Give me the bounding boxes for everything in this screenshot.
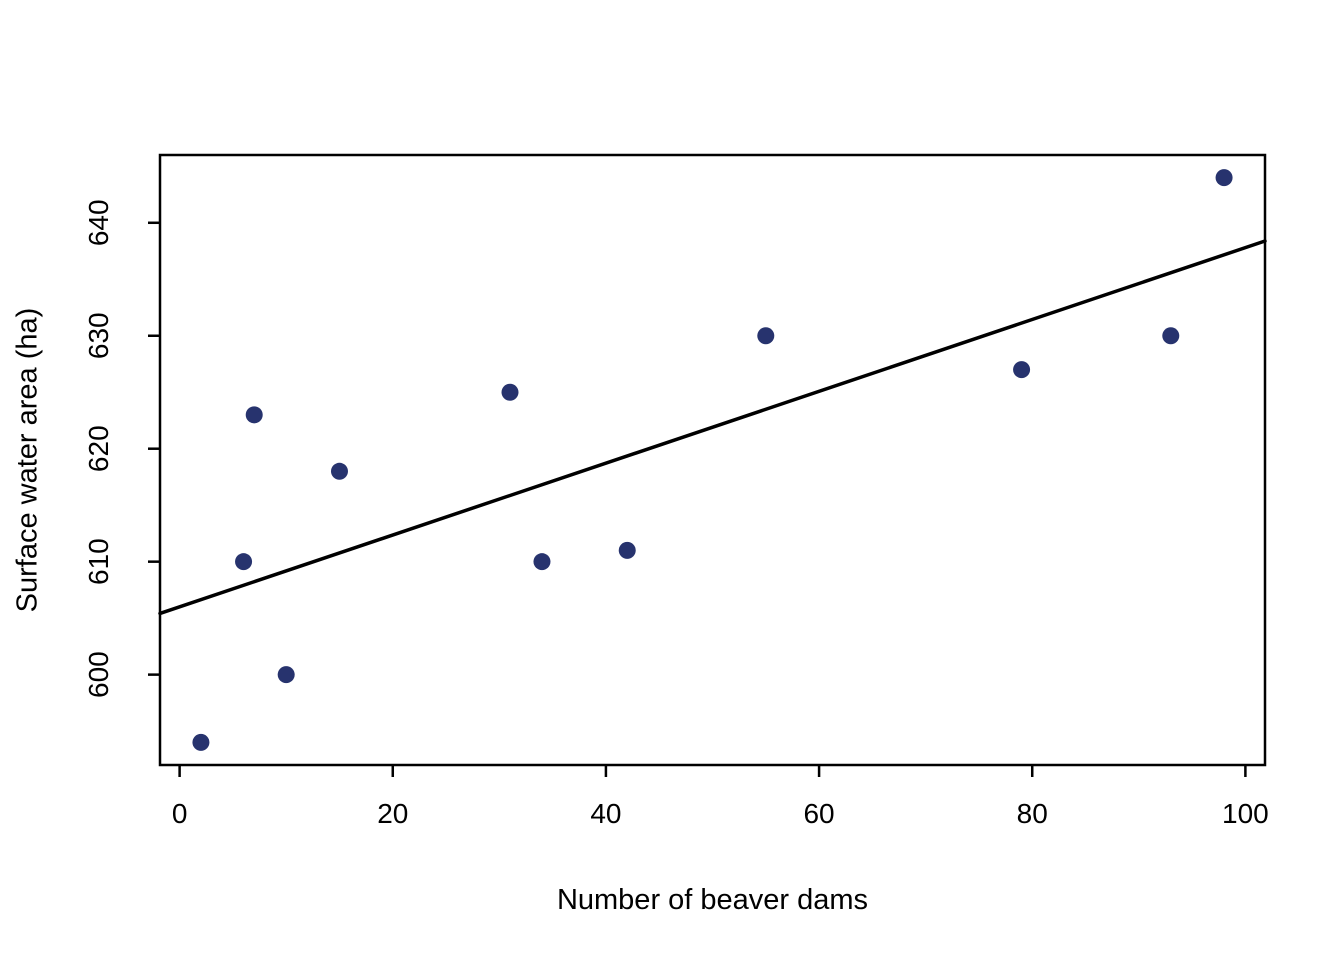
y-tick-label: 610 (83, 538, 114, 585)
x-tick-label: 20 (377, 798, 408, 829)
data-point (277, 666, 295, 684)
x-tick-label: 60 (803, 798, 834, 829)
plot-border (158, 153, 1267, 767)
data-point (757, 327, 775, 345)
y-axis-label: Surface water area (ha) (11, 307, 44, 613)
y-tick-label: 640 (83, 199, 114, 246)
data-point (1215, 169, 1233, 187)
y-tick-label: 630 (83, 312, 114, 359)
data-point (1013, 361, 1031, 379)
data-point (245, 406, 263, 424)
x-axis-label: Number of beaver dams (556, 884, 869, 916)
x-tick-label: 80 (1017, 798, 1048, 829)
data-point (330, 462, 348, 480)
regression-line (158, 239, 1267, 616)
data-point (533, 553, 551, 571)
y-tick-label: 620 (83, 425, 114, 472)
data-point (618, 541, 636, 559)
data-point (501, 383, 519, 401)
x-tick-label: 0 (172, 798, 188, 829)
x-tick-label: 100 (1222, 798, 1269, 829)
x-tick-label: 40 (590, 798, 621, 829)
data-point (192, 733, 210, 751)
data-point (235, 553, 253, 571)
y-tick-label: 600 (83, 651, 114, 698)
data-point (1162, 327, 1180, 345)
